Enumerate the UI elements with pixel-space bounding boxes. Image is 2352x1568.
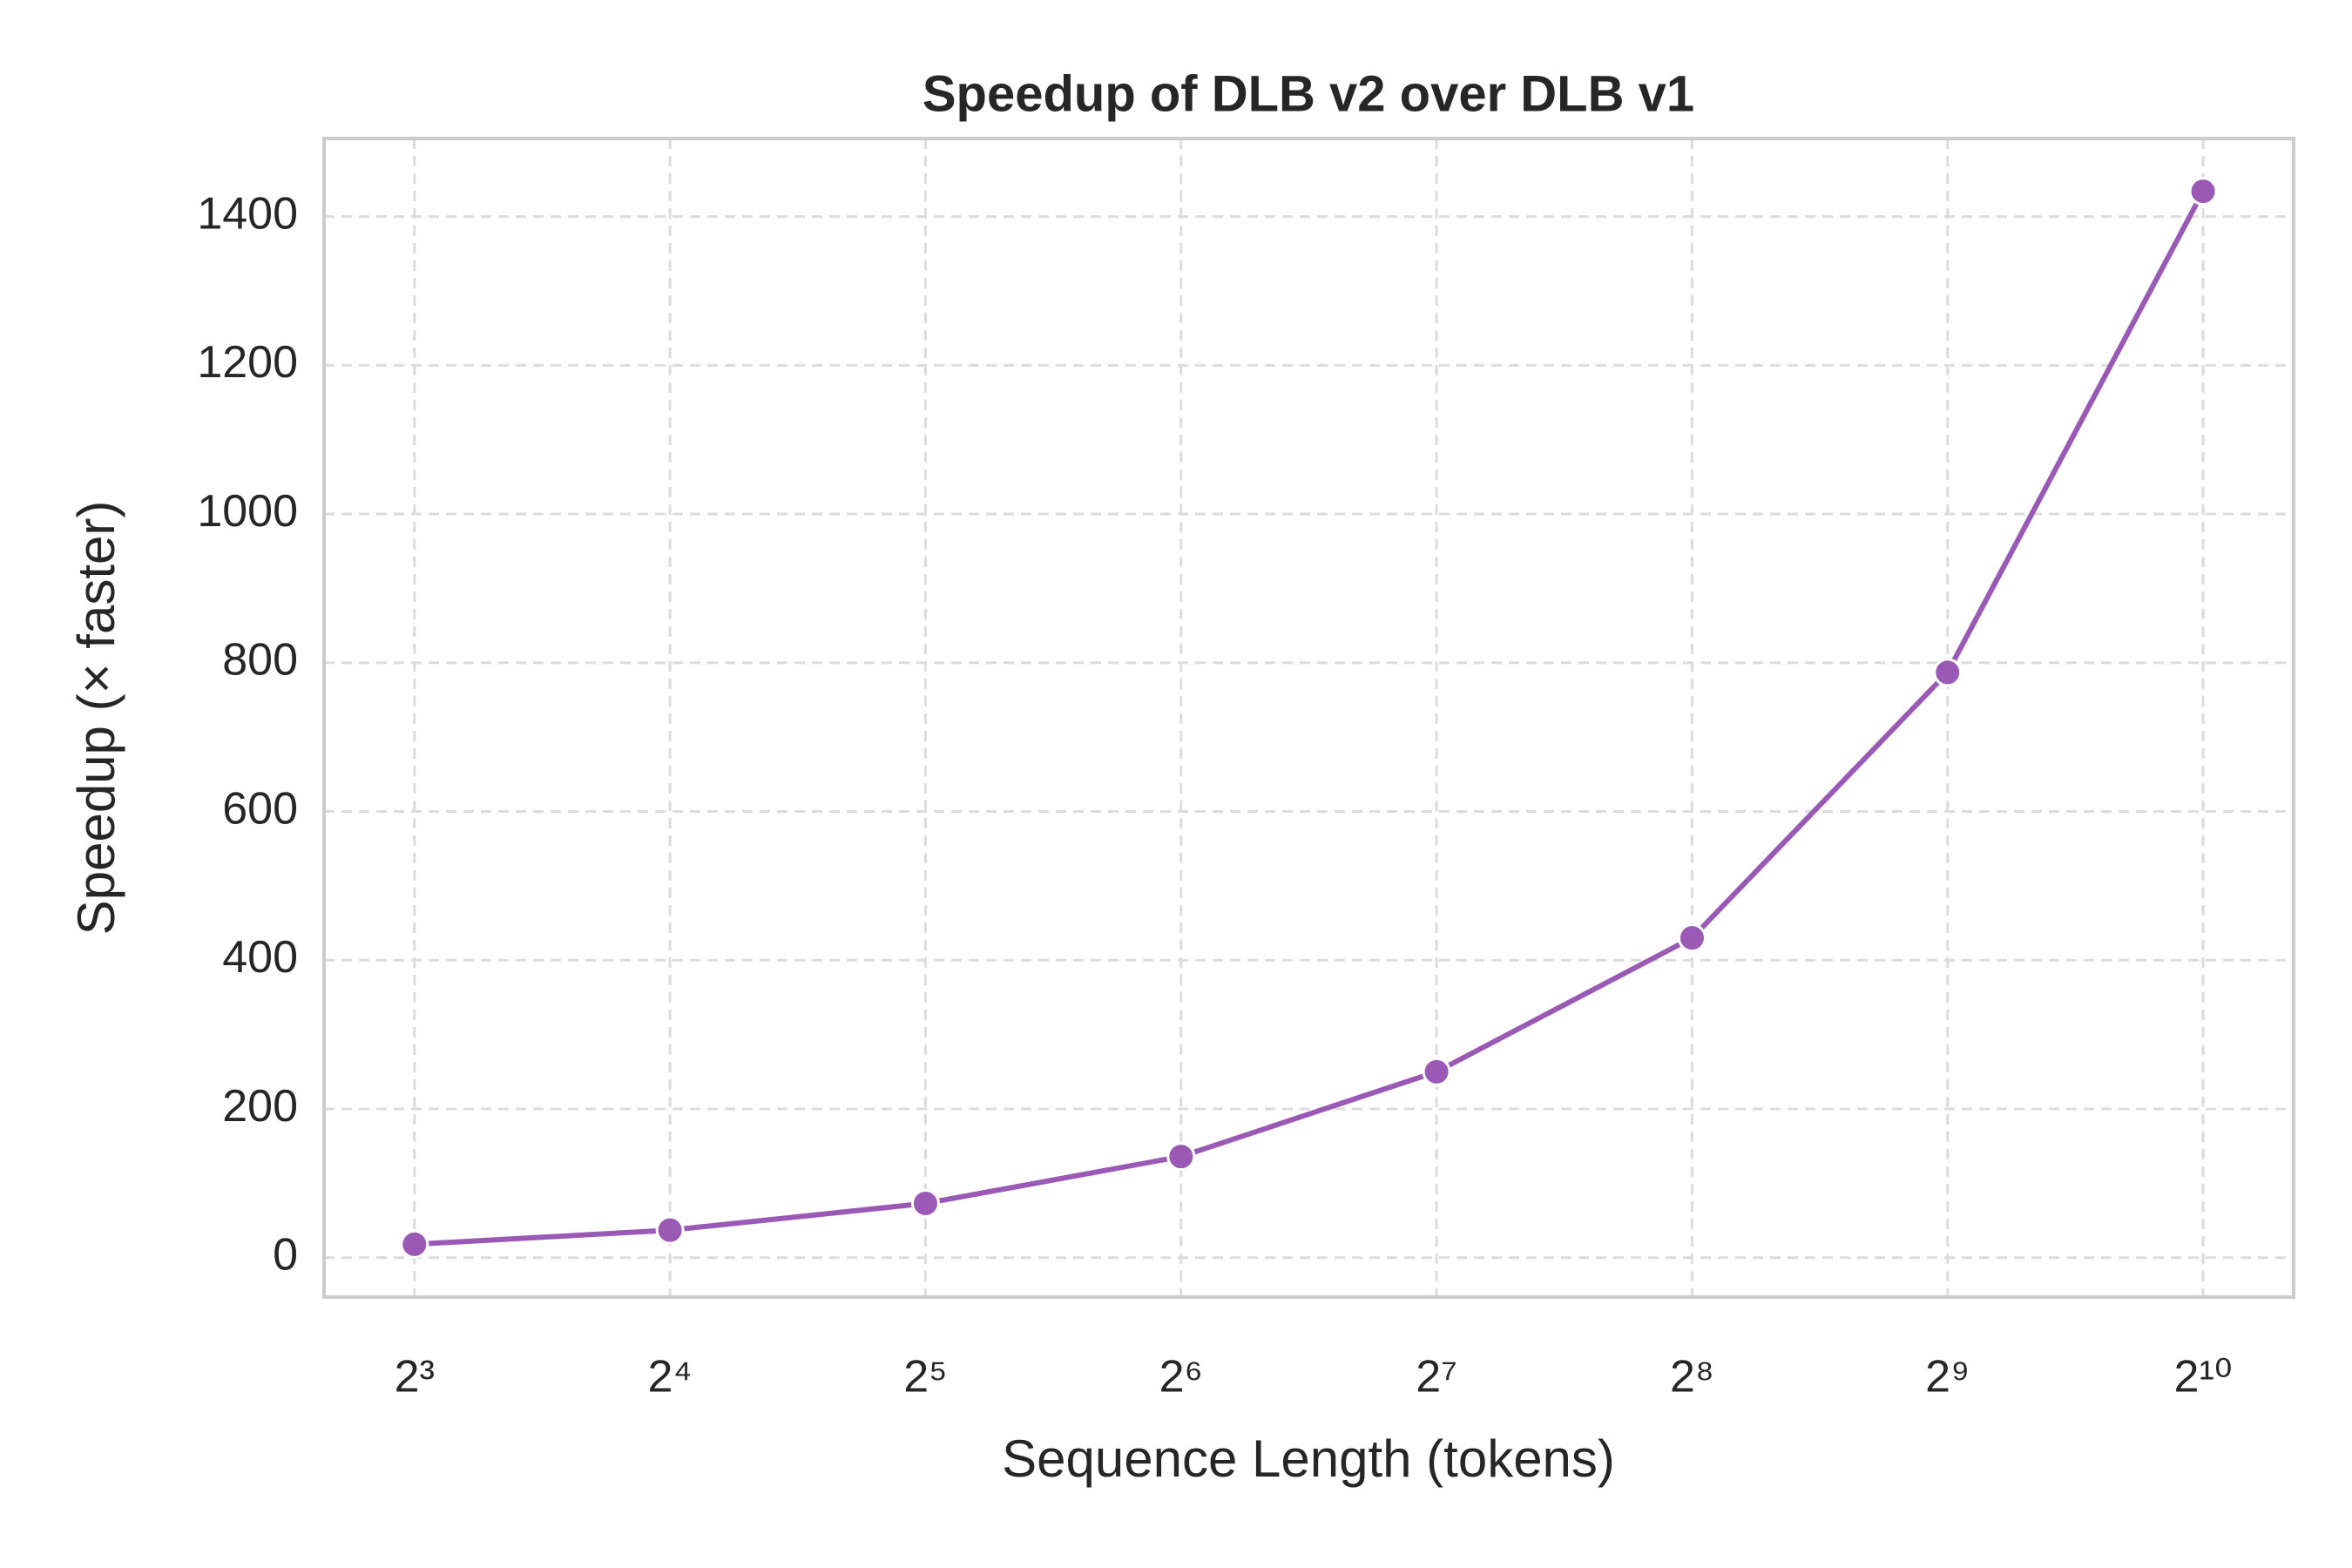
x-tick-label: 2⁶ <box>1159 1352 1203 1402</box>
y-tick-label: 600 <box>222 783 298 834</box>
chart-title: Speedup of DLB v2 over DLB v1 <box>923 65 1694 122</box>
data-point <box>2188 177 2218 206</box>
data-point <box>1166 1142 1196 1172</box>
data-point <box>1422 1057 1451 1086</box>
data-line <box>414 190 2206 1247</box>
y-tick-label: 0 <box>273 1229 298 1280</box>
x-axis-label: Sequence Length (tokens) <box>1002 1429 1615 1488</box>
data-point <box>655 1215 685 1245</box>
y-tick-label: 1000 <box>197 486 298 537</box>
y-tick-label: 1200 <box>197 337 298 388</box>
y-tick-label: 800 <box>222 635 298 686</box>
y-tick-label: 200 <box>222 1081 298 1132</box>
data-point <box>1677 923 1707 953</box>
data-point <box>1933 658 1963 687</box>
x-tick-label: 2⁵ <box>903 1352 947 1402</box>
x-tick-label: 2⁷ <box>1416 1352 1457 1402</box>
x-tick-label: 2¹⁰ <box>2174 1352 2233 1402</box>
y-axis-label: Speedup (× faster) <box>67 501 125 936</box>
x-tick-label: 2⁹ <box>1925 1352 1970 1402</box>
x-tick-label: 2⁴ <box>647 1352 692 1402</box>
y-tick-label: 1400 <box>197 188 298 239</box>
x-tick-label: 2³ <box>395 1352 435 1402</box>
plot-frame <box>322 137 2295 1299</box>
y-tick-label: 400 <box>222 932 298 983</box>
data-point <box>400 1229 429 1259</box>
data-point <box>910 1188 940 1218</box>
x-tick-label: 2⁸ <box>1670 1352 1714 1402</box>
